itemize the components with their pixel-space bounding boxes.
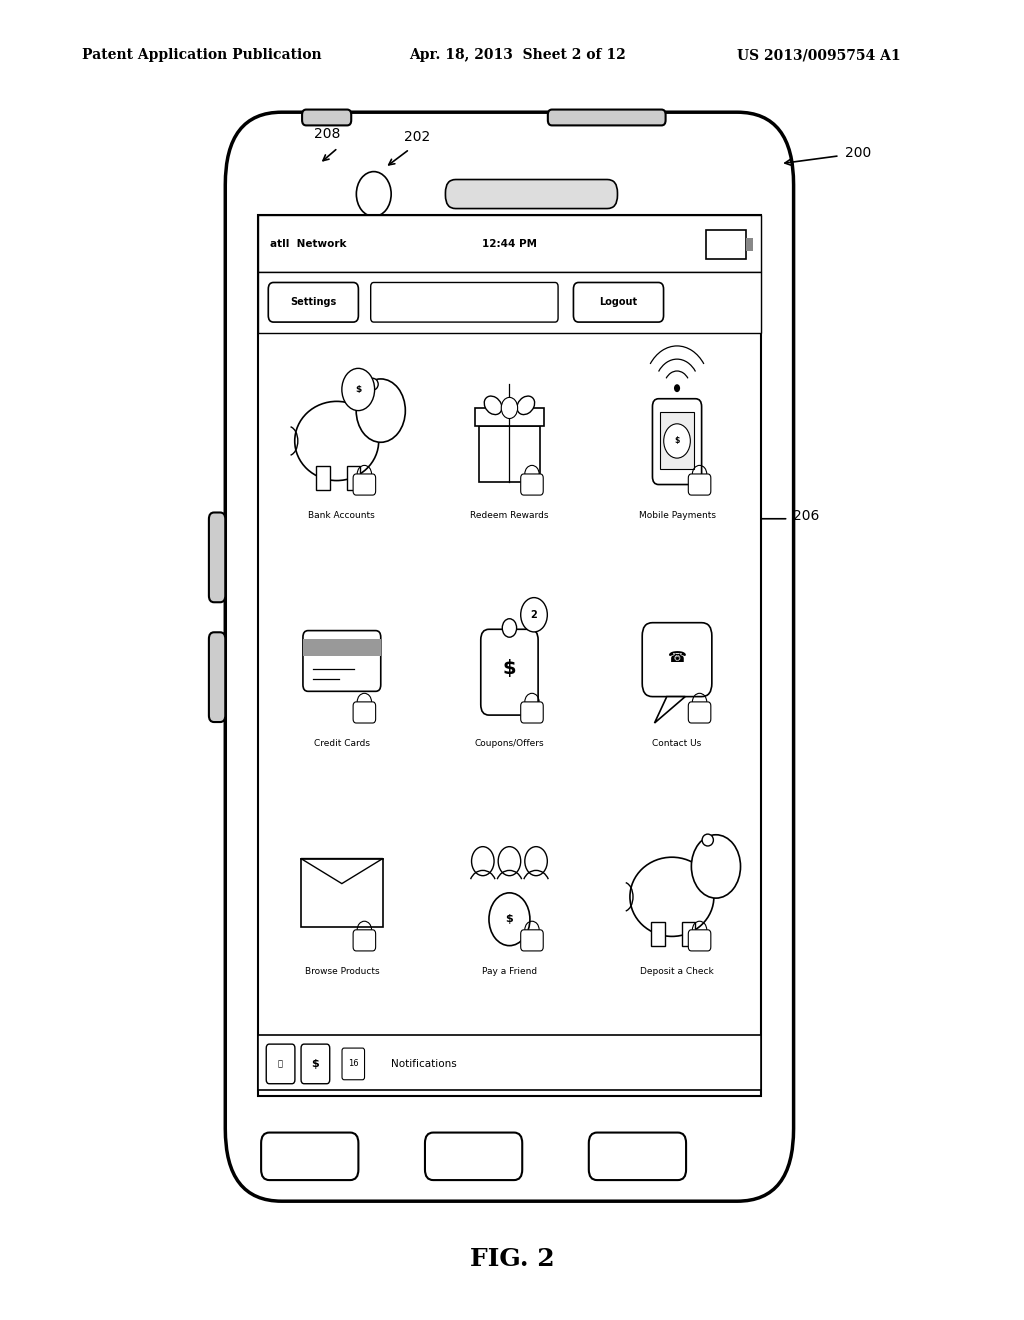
Ellipse shape (295, 401, 379, 480)
FancyBboxPatch shape (688, 702, 711, 723)
Bar (475, 408, 545, 426)
Circle shape (521, 598, 548, 632)
FancyBboxPatch shape (521, 474, 544, 495)
Ellipse shape (484, 396, 502, 414)
Text: Logout: Logout (599, 297, 638, 308)
FancyBboxPatch shape (266, 1044, 295, 1084)
FancyBboxPatch shape (268, 282, 358, 322)
Bar (651, 921, 665, 945)
Text: Credit Cards: Credit Cards (313, 739, 370, 748)
FancyBboxPatch shape (301, 1044, 330, 1084)
Text: Apr. 18, 2013  Sheet 2 of 12: Apr. 18, 2013 Sheet 2 of 12 (410, 49, 627, 62)
Text: Contact Us: Contact Us (652, 739, 701, 748)
Ellipse shape (517, 396, 535, 414)
Text: Redeem Rewards: Redeem Rewards (470, 511, 549, 520)
Bar (706, 230, 746, 259)
Circle shape (499, 846, 521, 875)
Bar (316, 466, 330, 490)
FancyBboxPatch shape (225, 112, 794, 1201)
Bar (303, 639, 381, 656)
Text: $: $ (675, 437, 680, 445)
Text: Pay a Friend: Pay a Friend (482, 966, 537, 975)
Bar (659, 412, 694, 469)
Bar (746, 238, 753, 251)
Bar (682, 921, 695, 945)
FancyBboxPatch shape (548, 110, 666, 125)
FancyBboxPatch shape (688, 929, 711, 950)
Circle shape (489, 892, 530, 945)
FancyBboxPatch shape (371, 282, 558, 322)
FancyBboxPatch shape (302, 110, 351, 125)
Text: $: $ (355, 385, 361, 393)
Text: 202: 202 (403, 129, 430, 144)
Text: 206: 206 (793, 510, 819, 523)
FancyBboxPatch shape (573, 282, 664, 322)
FancyBboxPatch shape (303, 631, 381, 692)
Circle shape (691, 834, 740, 898)
FancyBboxPatch shape (642, 623, 712, 697)
Text: 200: 200 (845, 147, 871, 160)
Text: Deposit a Check: Deposit a Check (640, 966, 714, 975)
FancyBboxPatch shape (353, 474, 376, 495)
Text: 204: 204 (536, 480, 562, 495)
Text: 208: 208 (314, 127, 341, 141)
FancyBboxPatch shape (209, 632, 225, 722)
FancyBboxPatch shape (688, 474, 711, 495)
Text: ⬜: ⬜ (279, 1060, 283, 1068)
Circle shape (503, 619, 517, 638)
FancyBboxPatch shape (342, 1048, 365, 1080)
FancyBboxPatch shape (445, 180, 617, 209)
Text: 16: 16 (348, 1060, 358, 1068)
Ellipse shape (367, 379, 378, 391)
Text: ☎: ☎ (668, 649, 686, 664)
FancyBboxPatch shape (481, 630, 539, 715)
Text: US 2013/0095754 A1: US 2013/0095754 A1 (737, 49, 901, 62)
FancyBboxPatch shape (521, 702, 544, 723)
Circle shape (502, 397, 518, 418)
Circle shape (525, 846, 548, 875)
FancyBboxPatch shape (425, 1133, 522, 1180)
FancyBboxPatch shape (353, 702, 376, 723)
Bar (258, 215, 761, 1096)
Text: 2: 2 (530, 610, 538, 620)
Text: $: $ (311, 1059, 319, 1069)
Text: $: $ (506, 915, 513, 924)
Text: atll  Network: atll Network (270, 239, 347, 248)
Text: Settings: Settings (290, 297, 337, 308)
FancyBboxPatch shape (353, 929, 376, 950)
Circle shape (674, 384, 680, 392)
Polygon shape (301, 858, 383, 883)
Text: Coupons/Offers: Coupons/Offers (475, 739, 544, 748)
FancyBboxPatch shape (521, 929, 544, 950)
Bar (347, 466, 360, 490)
FancyBboxPatch shape (589, 1133, 686, 1180)
Circle shape (664, 424, 690, 458)
Bar (479, 426, 541, 482)
Text: Browse Products: Browse Products (304, 966, 379, 975)
Ellipse shape (702, 834, 714, 846)
Polygon shape (654, 697, 685, 723)
Bar (258, 215, 761, 272)
Circle shape (356, 172, 391, 216)
FancyBboxPatch shape (652, 399, 701, 484)
Circle shape (471, 846, 495, 875)
Text: Mobile Payments: Mobile Payments (639, 511, 716, 520)
Text: 12:44 PM: 12:44 PM (482, 239, 537, 248)
Text: Patent Application Publication: Patent Application Publication (82, 49, 322, 62)
Text: Bank Accounts: Bank Accounts (308, 511, 375, 520)
Bar (301, 858, 383, 927)
Ellipse shape (630, 857, 714, 936)
FancyBboxPatch shape (209, 512, 225, 602)
Text: Notifications: Notifications (391, 1059, 457, 1069)
Text: FIG. 2: FIG. 2 (470, 1247, 554, 1271)
Circle shape (342, 368, 375, 411)
Circle shape (356, 379, 406, 442)
Text: $: $ (503, 660, 516, 678)
Bar (258, 1035, 761, 1090)
FancyBboxPatch shape (261, 1133, 358, 1180)
Bar (258, 272, 761, 333)
